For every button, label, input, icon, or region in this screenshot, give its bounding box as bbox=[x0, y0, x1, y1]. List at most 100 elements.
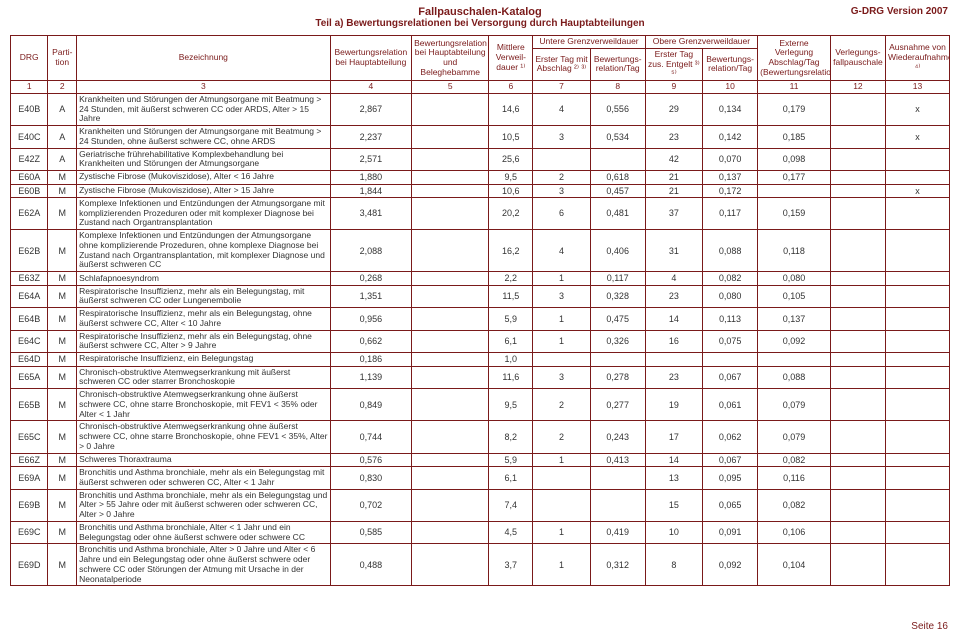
cell-c10: 0,080 bbox=[703, 285, 758, 308]
cell-c6: 9,5 bbox=[489, 389, 533, 421]
cell-c11 bbox=[758, 184, 831, 197]
cell-c10: 0,092 bbox=[703, 544, 758, 586]
cell-bez: Krankheiten und Störungen der Atmungsorg… bbox=[77, 93, 330, 125]
cell-part: M bbox=[48, 285, 77, 308]
cell-bez: Bronchitis und Asthma bronchiale, Alter … bbox=[77, 544, 330, 586]
cell-c10: 0,134 bbox=[703, 93, 758, 125]
idx-5: 5 bbox=[412, 81, 489, 94]
h-untere-rel: Bewertungs- relation/Tag bbox=[590, 48, 645, 80]
cell-c8: 0,413 bbox=[590, 453, 645, 466]
cell-c8: 0,534 bbox=[590, 126, 645, 149]
cell-part: M bbox=[48, 421, 77, 453]
cell-c5 bbox=[412, 171, 489, 184]
cell-c5 bbox=[412, 521, 489, 544]
cell-c4: 0,488 bbox=[330, 544, 412, 586]
cell-part: M bbox=[48, 366, 77, 389]
cell-c8: 0,481 bbox=[590, 197, 645, 229]
cell-c5 bbox=[412, 489, 489, 521]
table-row: E63ZMSchlafapnoesyndrom0,2682,210,11740,… bbox=[11, 272, 950, 285]
h-rel-haupt: Bewertungsrelation bei Hauptabteilung bbox=[330, 36, 412, 81]
cell-c5 bbox=[412, 148, 489, 171]
cell-c11 bbox=[758, 353, 831, 366]
cell-c5 bbox=[412, 330, 489, 353]
table-row: E65AMChronisch-obstruktive Atemwegserkra… bbox=[11, 366, 950, 389]
cell-c9: 19 bbox=[645, 389, 702, 421]
cell-c5 bbox=[412, 272, 489, 285]
h-obere-rel: Bewertungs- relation/Tag bbox=[703, 48, 758, 80]
cell-c12 bbox=[830, 148, 885, 171]
cell-bez: Zystische Fibrose (Mukoviszidose), Alter… bbox=[77, 171, 330, 184]
cell-part: M bbox=[48, 389, 77, 421]
idx-10: 10 bbox=[703, 81, 758, 94]
cell-part: M bbox=[48, 453, 77, 466]
cell-c12 bbox=[830, 126, 885, 149]
h-verweildauer: Mittlere Verweil- dauer ¹⁾ bbox=[489, 36, 533, 81]
h-bezeichnung: Bezeichnung bbox=[77, 36, 330, 81]
cell-c9: 10 bbox=[645, 521, 702, 544]
cell-c4: 1,880 bbox=[330, 171, 412, 184]
cell-drg: E69A bbox=[11, 466, 48, 489]
cell-bez: Chronisch-obstruktive Atemwegserkrankung… bbox=[77, 366, 330, 389]
cell-c13 bbox=[885, 389, 949, 421]
cell-c9: 21 bbox=[645, 184, 702, 197]
cell-c12 bbox=[830, 389, 885, 421]
cell-c7: 1 bbox=[533, 453, 590, 466]
cell-c7: 1 bbox=[533, 308, 590, 331]
cell-c10: 0,137 bbox=[703, 171, 758, 184]
cell-c9: 4 bbox=[645, 272, 702, 285]
h-drg: DRG bbox=[11, 36, 48, 81]
cell-c11: 0,177 bbox=[758, 171, 831, 184]
cell-part: A bbox=[48, 93, 77, 125]
cell-c5 bbox=[412, 421, 489, 453]
cell-c10: 0,172 bbox=[703, 184, 758, 197]
cell-bez: Bronchitis und Asthma bronchiale, Alter … bbox=[77, 521, 330, 544]
cell-c10: 0,113 bbox=[703, 308, 758, 331]
cell-c8: 0,618 bbox=[590, 171, 645, 184]
cell-c12 bbox=[830, 272, 885, 285]
cell-bez: Respiratorische Insuffizienz, mehr als e… bbox=[77, 285, 330, 308]
cell-c13: x bbox=[885, 93, 949, 125]
cell-part: M bbox=[48, 330, 77, 353]
cell-c12 bbox=[830, 544, 885, 586]
cell-c7 bbox=[533, 466, 590, 489]
cell-c7 bbox=[533, 148, 590, 171]
cell-c8: 0,243 bbox=[590, 421, 645, 453]
cell-c6: 20,2 bbox=[489, 197, 533, 229]
cell-drg: E62A bbox=[11, 197, 48, 229]
cell-c9: 13 bbox=[645, 466, 702, 489]
cell-c4: 0,849 bbox=[330, 389, 412, 421]
cell-c12 bbox=[830, 171, 885, 184]
cell-c7: 2 bbox=[533, 389, 590, 421]
idx-13: 13 bbox=[885, 81, 949, 94]
cell-c9: 14 bbox=[645, 453, 702, 466]
table-row: E60BMZystische Fibrose (Mukoviszidose), … bbox=[11, 184, 950, 197]
cell-c4: 0,186 bbox=[330, 353, 412, 366]
cell-c5 bbox=[412, 184, 489, 197]
cell-c7: 3 bbox=[533, 366, 590, 389]
cell-c12 bbox=[830, 421, 885, 453]
cell-c9: 14 bbox=[645, 308, 702, 331]
cell-c11: 0,159 bbox=[758, 197, 831, 229]
cell-bez: Schweres Thoraxtrauma bbox=[77, 453, 330, 466]
cell-c10 bbox=[703, 353, 758, 366]
cell-c4: 0,702 bbox=[330, 489, 412, 521]
cell-c5 bbox=[412, 353, 489, 366]
cell-bez: Zystische Fibrose (Mukoviszidose), Alter… bbox=[77, 184, 330, 197]
idx-11: 11 bbox=[758, 81, 831, 94]
idx-6: 6 bbox=[489, 81, 533, 94]
cell-c8: 0,406 bbox=[590, 230, 645, 272]
cell-c4: 0,585 bbox=[330, 521, 412, 544]
cell-c7: 4 bbox=[533, 230, 590, 272]
cell-c6: 10,6 bbox=[489, 184, 533, 197]
cell-c8: 0,475 bbox=[590, 308, 645, 331]
table-row: E40CAKrankheiten und Störungen der Atmun… bbox=[11, 126, 950, 149]
idx-9: 9 bbox=[645, 81, 702, 94]
cell-c12 bbox=[830, 285, 885, 308]
cell-c8 bbox=[590, 353, 645, 366]
cell-c13 bbox=[885, 171, 949, 184]
table-row: E42ZAGeriatrische frührehabilitative Kom… bbox=[11, 148, 950, 171]
cell-c4: 1,139 bbox=[330, 366, 412, 389]
cell-c6: 6,1 bbox=[489, 330, 533, 353]
idx-3: 3 bbox=[77, 81, 330, 94]
cell-bez: Chronisch-obstruktive Atemwegserkrankung… bbox=[77, 389, 330, 421]
